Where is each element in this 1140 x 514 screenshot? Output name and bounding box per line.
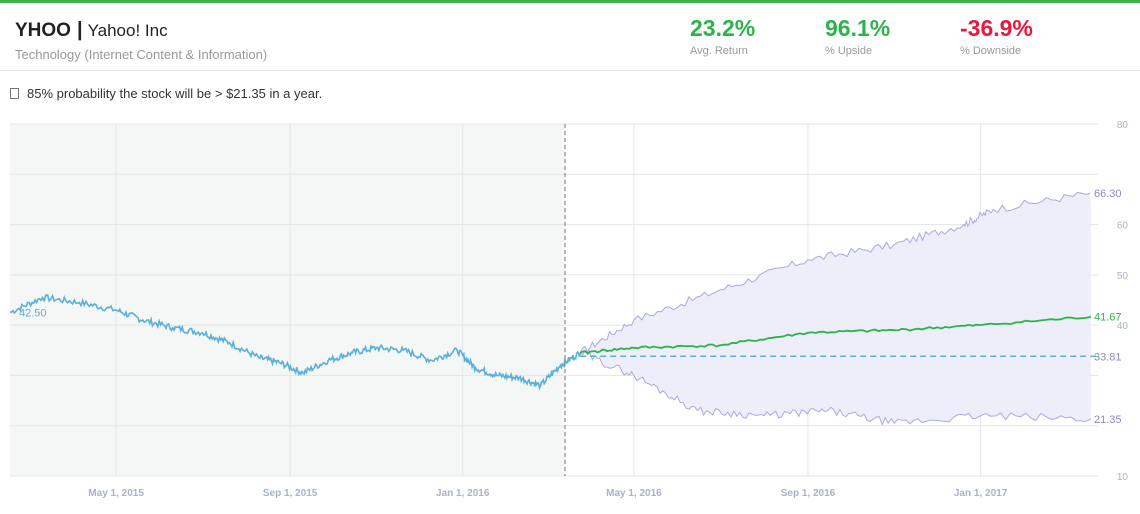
probability-note: 85% probability the stock will be > $21.… <box>10 86 322 101</box>
series-layer <box>9 293 1098 391</box>
y-tick-label-7: 80 <box>1117 120 1129 131</box>
x-tick-label-4: Sep 1, 2016 <box>781 488 836 499</box>
value-label-lower: 21.35 <box>1094 414 1122 426</box>
probability-text: 85% probability the stock will be > $21.… <box>27 86 323 101</box>
forecast-chart: 42.50 66.30 41.67 33.81 21.35 May 1, 2015 Sep… <box>9 120 1130 499</box>
value-labels: 42.50 66.30 41.67 33.81 21.35 <box>19 183 1130 426</box>
y-tick-label-5: 60 <box>1117 221 1129 232</box>
y-tick-label-3: 40 <box>1117 321 1129 332</box>
upper-label-bg <box>1090 183 1130 201</box>
x-tick-label-2: Jan 1, 2016 <box>436 488 490 499</box>
downside-label: % Downside <box>960 45 1022 57</box>
upside-value: 96.1% <box>825 15 891 41</box>
forecast-band <box>579 191 1092 427</box>
x-tick-label-3: May 1, 2016 <box>606 488 662 499</box>
x-axis-ticks: May 1, 2015 Sep 1, 2015 Jan 1, 2016 May 1, … <box>88 488 1007 499</box>
y-axis-ticks: 10 40 50 60 80 <box>1117 120 1129 483</box>
x-tick-label-0: May 1, 2015 <box>88 488 144 499</box>
avg-return-value: 23.2% <box>690 15 756 41</box>
title-separator: | <box>76 19 83 41</box>
stock-header: YHOO | Yahoo! Inc Technology (Internet C… <box>0 3 1140 71</box>
company-name: Yahoo! Inc <box>87 21 168 40</box>
ticker-symbol: YHOO <box>15 20 71 41</box>
title-row: YHOO | Yahoo! Inc <box>15 19 168 42</box>
y-tick-label-4: 50 <box>1117 271 1129 282</box>
avg-return-label: Avg. Return <box>690 45 748 57</box>
lower-band-line <box>579 350 1092 427</box>
sector-label: Technology (Internet Content & Informati… <box>15 47 268 62</box>
info-icon <box>10 88 19 99</box>
y-tick-label-0: 10 <box>1117 472 1129 483</box>
downside-value: -36.9% <box>960 15 1033 41</box>
history-background <box>10 124 565 476</box>
value-label-start: 42.50 <box>19 308 47 320</box>
value-label-upper: 66.30 <box>1094 188 1122 200</box>
value-label-median: 41.67 <box>1094 312 1122 324</box>
x-tick-label-1: Sep 1, 2015 <box>263 488 318 499</box>
value-label-reference: 33.81 <box>1094 351 1122 363</box>
band-fill <box>580 192 1091 425</box>
upside-stat: 96.1% % Upside <box>825 15 890 57</box>
avg-return-stat: 23.2% Avg. Return <box>690 15 755 57</box>
upside-label: % Upside <box>825 45 873 57</box>
x-tick-label-5: Jan 1, 2017 <box>954 488 1008 499</box>
top-accent-bar <box>0 0 1140 3</box>
median-forecast-line <box>579 315 1092 355</box>
historical-price-line <box>9 293 581 391</box>
upper-band-line <box>579 191 1092 354</box>
downside-stat: -36.9% % Downside <box>960 15 1033 57</box>
